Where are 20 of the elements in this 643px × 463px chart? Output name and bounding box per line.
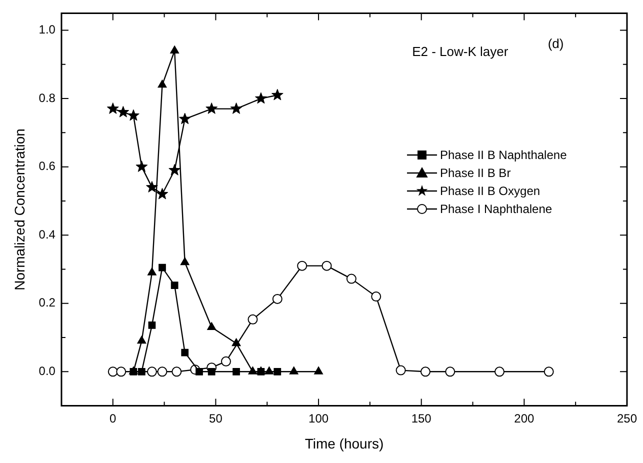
- legend-label: Phase II B Br: [440, 165, 511, 182]
- legend-label: Phase II B Naphthalene: [440, 147, 567, 164]
- x-tick-label: 200: [514, 411, 534, 426]
- legend-label: Phase II B Oxygen: [440, 183, 540, 200]
- x-axis-title: Time (hours): [304, 435, 384, 452]
- legend-label: Phase I Naphthalene: [440, 201, 552, 218]
- x-tick-label: 100: [308, 411, 329, 426]
- y-tick-label: 1.0: [38, 22, 56, 37]
- y-tick-label: 0.6: [38, 159, 56, 174]
- x-tick-label: 0: [110, 411, 117, 426]
- x-tick-label: 250: [616, 411, 638, 426]
- annotation: E2 - Low-K layer: [412, 44, 509, 60]
- y-axis-title: Normalized Concentration: [11, 128, 28, 290]
- y-tick-label: 0.2: [38, 296, 56, 310]
- x-tick-label: 150: [411, 411, 432, 426]
- y-tick-label: 0.0: [38, 364, 56, 378]
- annotation: (d): [548, 36, 564, 52]
- y-tick-label: 0.8: [38, 90, 56, 105]
- y-tick-label: 0.4: [38, 227, 56, 242]
- x-tick-label: 50: [209, 411, 223, 426]
